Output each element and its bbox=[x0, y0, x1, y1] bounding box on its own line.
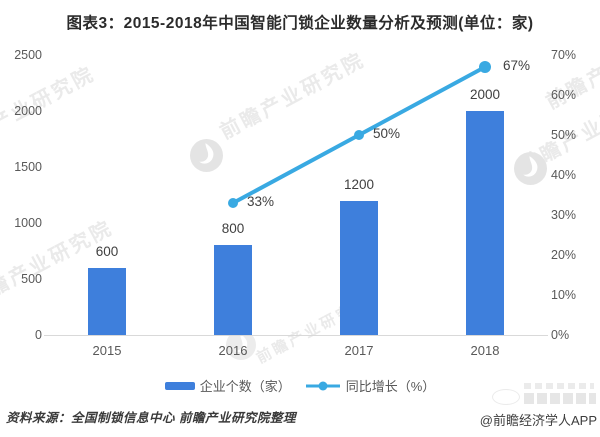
credit: @前瞻经济学人APP bbox=[479, 413, 597, 428]
watermark-text: 前瞻产业研究院 bbox=[216, 48, 370, 144]
qianzhan-logo-icon bbox=[514, 152, 547, 185]
bar-value-label: 1200 bbox=[343, 176, 375, 192]
x-axis-label-2015: 2015 bbox=[92, 343, 122, 358]
right-axis-tick: 0% bbox=[551, 328, 570, 342]
source-note: 资料来源：全国制锁信息中心 前瞻产业研究院整理 bbox=[6, 411, 296, 425]
chart-title: 图表3：2015-2018年中国智能门锁企业数量分析及预测(单位：家) bbox=[66, 15, 534, 32]
left-axis-tick: 2500 bbox=[14, 48, 42, 62]
bar-value-label: 2000 bbox=[469, 87, 501, 102]
right-axis-tick: 40% bbox=[551, 168, 577, 182]
bar-value-label: 800 bbox=[221, 221, 245, 237]
x-axis-line bbox=[44, 335, 548, 336]
bar-value-label: 600 bbox=[95, 243, 119, 259]
x-axis-label-2018: 2018 bbox=[470, 343, 500, 358]
line-value-label: 50% bbox=[373, 126, 401, 141]
right-axis-tick: 70% bbox=[551, 48, 577, 62]
line-value-label: 33% bbox=[247, 194, 275, 209]
bar-2015 bbox=[88, 267, 126, 335]
qianzhan-logo-icon bbox=[226, 330, 256, 360]
x-axis-label-2016: 2016 bbox=[218, 343, 248, 358]
qianzhan-logo-icon bbox=[190, 139, 223, 172]
legend: 企业个数（家） 同比增长（%） bbox=[0, 376, 600, 395]
x-axis-label-2017: 2017 bbox=[344, 343, 374, 358]
line-value-label: 67% bbox=[503, 58, 531, 73]
right-axis-tick: 10% bbox=[551, 288, 577, 302]
right-axis-tick: 60% bbox=[551, 88, 577, 102]
left-axis-tick: 1000 bbox=[14, 216, 42, 230]
legend-bar-label: 企业个数（家） bbox=[199, 379, 291, 394]
right-axis-tick: 20% bbox=[551, 248, 577, 262]
legend-line-label: 同比增长（%） bbox=[345, 379, 436, 394]
bar-series-swatch bbox=[164, 381, 195, 390]
left-axis-tick: 1500 bbox=[14, 160, 42, 174]
left-axis-tick: 500 bbox=[21, 272, 42, 286]
stamp-cloud-icon bbox=[492, 389, 520, 405]
right-axis-tick: 30% bbox=[551, 208, 577, 222]
right-axis-tick: 50% bbox=[551, 128, 577, 142]
bar-2018 bbox=[466, 111, 504, 335]
line-series-swatch bbox=[305, 381, 340, 390]
legend-item-bar: 企业个数（家） bbox=[164, 376, 291, 395]
faint-stamp bbox=[492, 383, 598, 410]
bar-2016 bbox=[214, 245, 252, 335]
left-axis-tick: 2000 bbox=[14, 104, 42, 118]
left-axis-tick: 0 bbox=[35, 328, 42, 342]
legend-item-line: 同比增长（%） bbox=[305, 376, 436, 395]
bar-2017 bbox=[340, 200, 378, 335]
